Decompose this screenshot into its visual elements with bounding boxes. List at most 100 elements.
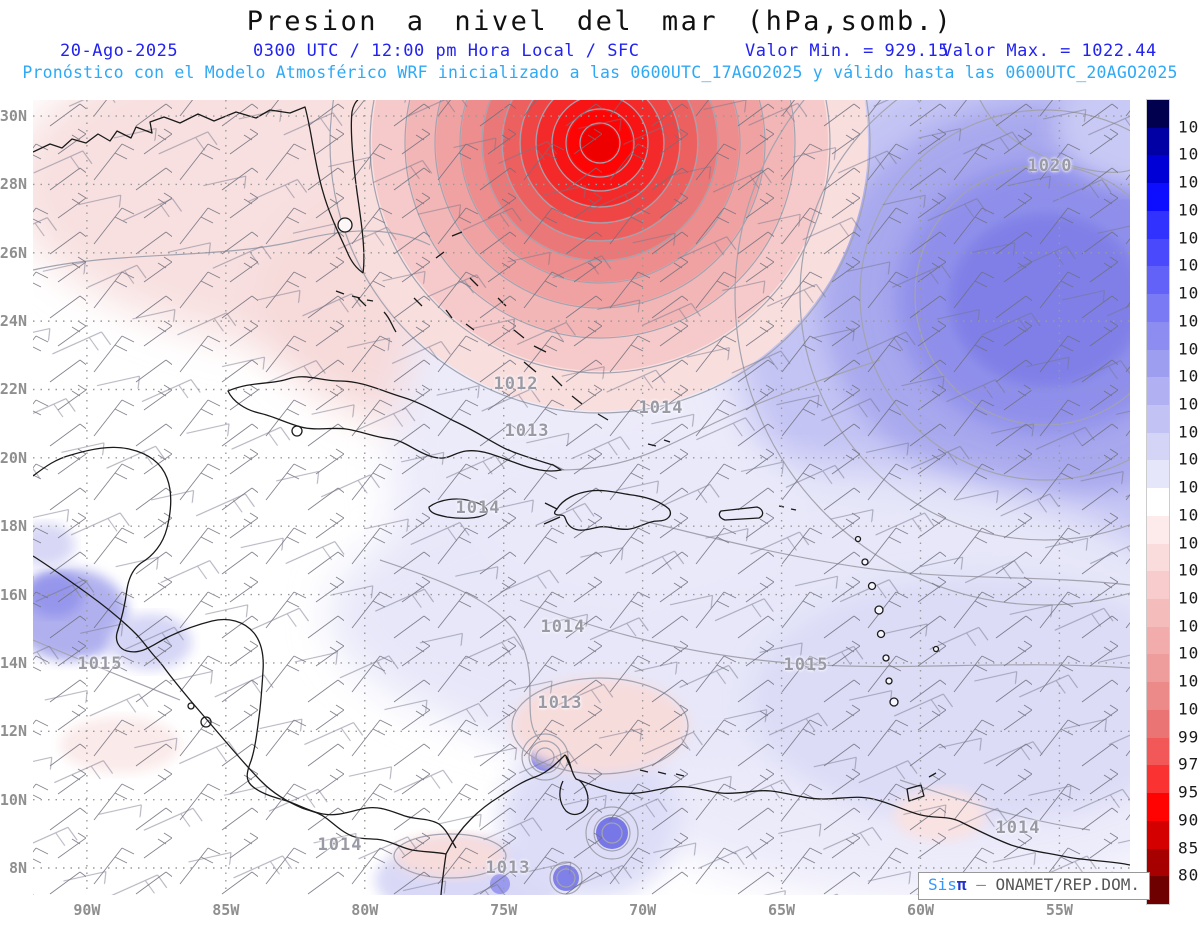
contour-label-5: 1014 <box>540 617 586 637</box>
colorbar-tick-990: 990 <box>1178 727 1200 747</box>
colorbar-tick-1020: 1020 <box>1178 311 1200 331</box>
colorbar-tick-1019: 1019 <box>1178 339 1200 359</box>
colorbar-segment-24 <box>1147 765 1169 794</box>
lat-tick-18N: 18N <box>0 517 27 536</box>
colorbar-segment-3 <box>1147 183 1169 211</box>
lat-tick-8N: 8N <box>8 858 27 877</box>
colorbar-tick-970: 970 <box>1178 754 1200 774</box>
watermark-badge: Sisπ – ONAMET/REP.DOM. <box>918 872 1150 900</box>
colorbar-segment-26 <box>1147 820 1169 849</box>
colorbar-segment-6 <box>1147 266 1169 295</box>
colorbar-segment-13 <box>1147 460 1169 489</box>
colorbar-tick-1014: 1014 <box>1178 477 1200 497</box>
colorbar-segment-10 <box>1147 377 1169 405</box>
lon-tick-60W: 60W <box>906 901 935 919</box>
lon-tick-85W: 85W <box>212 901 240 919</box>
colorbar-segment-7 <box>1147 294 1169 322</box>
lon-tick-65W: 65W <box>768 901 796 919</box>
contour-label-3: 1013 <box>504 421 550 441</box>
pressure-colorbar <box>1146 99 1170 905</box>
contour-label-8: 1013 <box>537 693 583 713</box>
colorbar-segment-12 <box>1147 432 1169 461</box>
colorbar-tick-1012: 1012 <box>1178 533 1200 553</box>
valid-time: 0300 UTC / 12:00 pm Hora Local / SFC <box>253 41 640 61</box>
lon-tick-75W: 75W <box>490 901 518 919</box>
contour-label-4: 1014 <box>455 498 501 518</box>
colorbar-tick-1002: 1002 <box>1178 671 1200 691</box>
colorbar-tick-1040: 1040 <box>1178 144 1200 164</box>
lat-tick-22N: 22N <box>0 380 27 399</box>
colorbar-tick-900: 900 <box>1178 810 1200 830</box>
colorbar-segment-21 <box>1147 682 1169 710</box>
colorbar-segment-17 <box>1147 571 1169 600</box>
colorbar-segment-22 <box>1147 709 1169 738</box>
lat-tick-10N: 10N <box>0 790 27 809</box>
colorbar-tick-1016: 1016 <box>1178 422 1200 442</box>
colorbar-tick-1050: 1050 <box>1178 117 1200 137</box>
value-min-label: Valor Min. = 929.15 <box>745 41 949 61</box>
lat-tick-26N: 26N <box>0 243 27 262</box>
colorbar-segment-19 <box>1147 626 1169 655</box>
colorbar-segment-4 <box>1147 210 1169 239</box>
lon-tick-55W: 55W <box>1045 901 1073 919</box>
colorbar-tick-850: 850 <box>1178 838 1200 858</box>
colorbar-tick-950: 950 <box>1178 782 1200 802</box>
colorbar-tick-1017: 1017 <box>1178 394 1200 414</box>
colorbar-segment-20 <box>1147 654 1169 683</box>
colorbar-tick-1008: 1008 <box>1178 588 1200 608</box>
lat-tick-16N: 16N <box>0 585 27 604</box>
coastlines <box>33 100 1130 895</box>
hurricane-shading <box>332 100 868 411</box>
lat-tick-12N: 12N <box>0 722 27 741</box>
wind-barbs-layer <box>33 100 1130 895</box>
colorbar-segment-16 <box>1147 543 1169 572</box>
colorbar-segment-27 <box>1147 848 1169 877</box>
colorbar-segment-9 <box>1147 349 1169 378</box>
forecast-note: Pronóstico con el Modelo Atmosférico WRF… <box>22 63 1178 82</box>
colorbar-tick-1035: 1035 <box>1178 172 1200 192</box>
lat-tick-30N: 30N <box>0 107 27 126</box>
colorbar-tick-1013: 1013 <box>1178 505 1200 525</box>
colorbar-segment-23 <box>1147 737 1169 766</box>
pressure-shading-layer <box>33 100 1130 895</box>
contour-label-7: 1015 <box>77 654 123 674</box>
valid-date: 20-Ago-2025 <box>60 41 179 61</box>
isobar-contours <box>33 100 1130 895</box>
contour-label-6: 1015 <box>783 655 829 675</box>
colorbar-tick-1018: 1018 <box>1178 366 1200 386</box>
graticule <box>33 100 1130 895</box>
lon-tick-90W: 90W <box>73 901 101 919</box>
colorbar-segment-1 <box>1147 127 1169 156</box>
contour-label-11: 1014 <box>995 818 1041 838</box>
colorbar-segment-18 <box>1147 599 1169 627</box>
lat-tick-14N: 14N <box>0 653 27 672</box>
colorbar-tick-1015: 1015 <box>1178 449 1200 469</box>
colorbar-segment-5 <box>1147 238 1169 267</box>
lat-tick-28N: 28N <box>0 175 27 194</box>
contour-label-9: 1014 <box>317 835 363 855</box>
colorbar-tick-1000: 1000 <box>1178 699 1200 719</box>
watermark-sis: Sis <box>928 875 957 894</box>
colorbar-tick-1025: 1025 <box>1178 255 1200 275</box>
page-title: Presion a nivel del mar (hPa,somb.) <box>246 6 954 37</box>
colorbar-segment-28 <box>1147 876 1169 904</box>
value-max-label: Valor Max. = 1022.44 <box>942 41 1157 61</box>
watermark-pi-icon: π <box>956 875 967 894</box>
colorbar-segment-2 <box>1147 155 1169 184</box>
colorbar-segment-11 <box>1147 404 1169 433</box>
contour-label-0: 1020 <box>1027 156 1073 176</box>
colorbar-segment-25 <box>1147 793 1169 821</box>
colorbar-segment-14 <box>1147 488 1169 516</box>
colorbar-segment-15 <box>1147 515 1169 544</box>
lon-tick-80W: 80W <box>351 901 379 919</box>
contour-label-2: 1014 <box>638 398 684 418</box>
contour-label-10: 1013 <box>485 858 531 878</box>
colorbar-tick-1028: 1028 <box>1178 228 1200 248</box>
colorbar-tick-1030: 1030 <box>1178 200 1200 220</box>
colorbar-tick-1022: 1022 <box>1178 283 1200 303</box>
colorbar-segment-8 <box>1147 321 1169 350</box>
colorbar-tick-1004: 1004 <box>1178 643 1200 663</box>
lon-tick-70W: 70W <box>629 901 657 919</box>
colorbar-segment-0 <box>1147 100 1169 128</box>
